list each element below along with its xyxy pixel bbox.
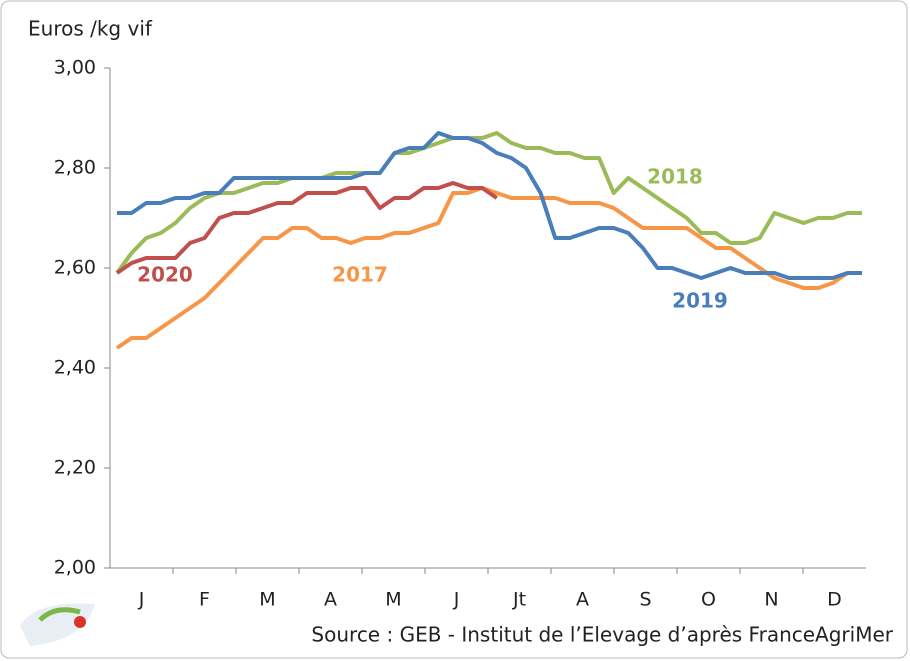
series-label: 2019 [672,289,728,313]
series-line [115,181,498,275]
series-line [117,131,862,280]
source: Source : GEB - Institut de l’Elevage d’a… [311,623,893,647]
series-label: 2018 [647,165,703,189]
x-tick-label: D [827,589,842,611]
x-tick-label: J [453,589,460,611]
series-label: 2017 [332,263,388,287]
y-axis-title: Euros /kg vif [28,17,153,41]
y-tick-label: 2,00 [54,557,96,579]
y-tick-label: 2,60 [54,257,96,279]
y-tick-label: 2,80 [54,157,96,179]
series-label: 2020 [137,263,193,287]
x-tick-label: A [324,589,337,611]
x-tick-label: N [764,589,778,611]
x-tick-label: A [576,589,589,611]
x-tick-label: M [259,589,275,611]
series-line [115,131,862,275]
y-tick-label: 3,00 [54,57,96,79]
x-tick-label: Jt [512,589,526,611]
x-tick-label: M [385,589,401,611]
x-tick-label: F [199,589,210,611]
logo [20,603,95,646]
y-tick-label: 2,20 [54,457,96,479]
x-tick-label: O [701,589,716,611]
y-tick-label: 2,40 [54,357,96,379]
x-tick-label: J [138,589,145,611]
series-line [115,186,862,350]
x-tick-label: S [639,589,651,611]
